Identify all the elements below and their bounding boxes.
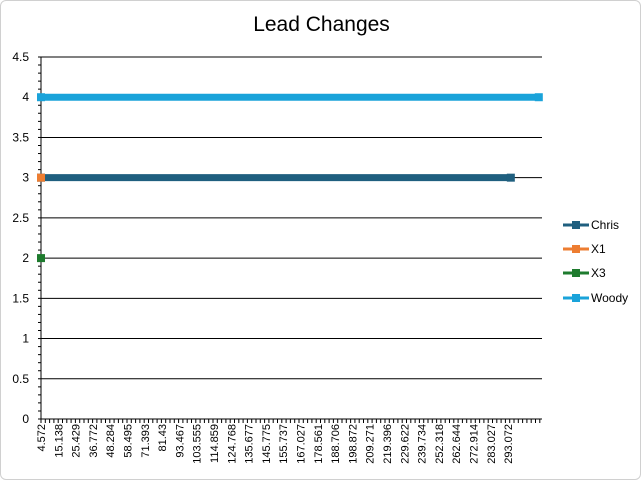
x-tick-label: 283.027 bbox=[486, 424, 498, 464]
y-tick-label: 1 bbox=[22, 332, 29, 346]
x-tick-label: 135.677 bbox=[244, 424, 256, 464]
x-tick-label: 155.737 bbox=[278, 424, 290, 464]
y-tick-label: 3 bbox=[22, 171, 29, 185]
x-tick-label: 58.495 bbox=[123, 424, 135, 458]
series-marker-x3 bbox=[37, 254, 45, 263]
x-tick-label: 178.561 bbox=[313, 424, 325, 464]
y-tick-label: 4.5 bbox=[12, 50, 29, 64]
x-tick-label: 81.43 bbox=[157, 424, 169, 452]
x-tick-label: 272.914 bbox=[469, 424, 481, 464]
x-tick-label: 15.138 bbox=[53, 424, 65, 458]
legend-swatch-marker bbox=[572, 221, 580, 229]
x-tick-label: 188.706 bbox=[330, 424, 342, 464]
x-tick-label: 114.859 bbox=[209, 424, 221, 463]
y-tick-label: 0.5 bbox=[12, 372, 29, 386]
x-tick-label: 93.467 bbox=[174, 424, 186, 458]
legend-label: Woody bbox=[591, 291, 628, 305]
y-tick-label: 1.5 bbox=[12, 291, 29, 305]
series-end-marker-chris bbox=[506, 173, 515, 182]
x-tick-label: 4.572 bbox=[36, 424, 48, 452]
legend-label: Chris bbox=[591, 218, 619, 232]
y-tick-label: 4 bbox=[22, 90, 29, 104]
legend-label: X3 bbox=[591, 266, 606, 280]
x-tick-label: 229.622 bbox=[399, 424, 411, 464]
x-tick-label: 25.429 bbox=[71, 424, 83, 458]
y-tick-label: 3.5 bbox=[12, 130, 29, 144]
series-marker-woody bbox=[37, 93, 45, 102]
x-tick-label: 124.768 bbox=[226, 424, 238, 464]
legend-swatch-marker bbox=[572, 245, 580, 253]
y-tick-label: 2 bbox=[22, 251, 29, 265]
x-tick-label: 48.284 bbox=[105, 424, 117, 458]
x-tick-label: 293.072 bbox=[503, 424, 515, 464]
x-tick-label: 36.772 bbox=[88, 424, 100, 458]
legend-swatch-marker bbox=[572, 269, 580, 277]
x-tick-label: 198.872 bbox=[347, 424, 359, 464]
x-tick-label: 145.775 bbox=[261, 424, 273, 464]
x-tick-label: 219.396 bbox=[382, 424, 394, 464]
legend-swatch-marker bbox=[572, 294, 580, 302]
x-tick-label: 167.027 bbox=[296, 424, 308, 464]
series-end-marker-woody bbox=[534, 93, 543, 102]
y-tick-label: 2.5 bbox=[12, 211, 29, 225]
x-tick-label: 209.271 bbox=[365, 424, 377, 464]
x-tick-label: 239.734 bbox=[417, 424, 429, 464]
x-tick-label: 262.644 bbox=[451, 424, 463, 464]
x-tick-label: 252.318 bbox=[434, 424, 446, 464]
chart-title: Lead Changes bbox=[253, 13, 390, 36]
y-tick-label: 0 bbox=[22, 412, 29, 426]
legend-label: X1 bbox=[591, 242, 606, 256]
series-marker-x1 bbox=[37, 173, 45, 182]
x-tick-label: 103.555 bbox=[192, 424, 204, 464]
x-tick-label: 71.393 bbox=[140, 424, 152, 458]
